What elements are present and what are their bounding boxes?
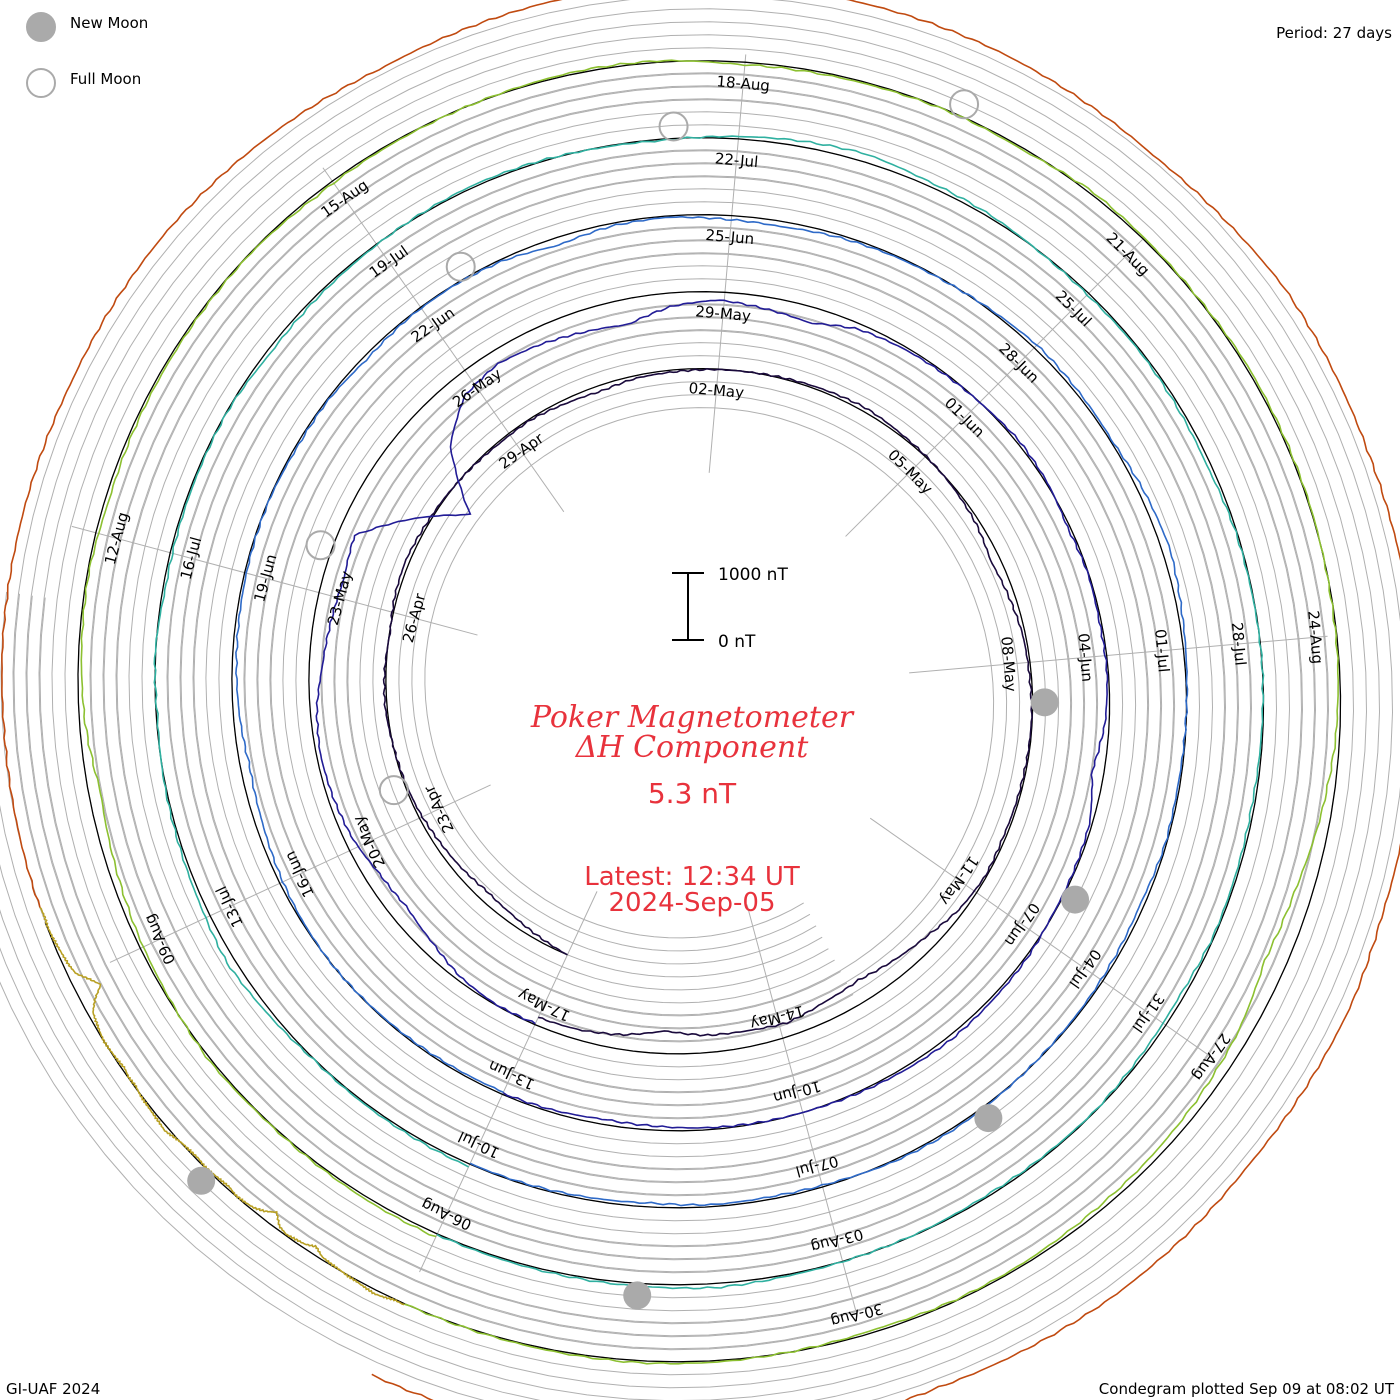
day-spoke [322, 167, 565, 513]
scale-bar: 1000 nT 0 nT [672, 565, 788, 652]
date-label: 04-Jun [1074, 632, 1096, 682]
date-label: 08-May [997, 636, 1020, 693]
day-spoke [845, 239, 1143, 537]
date-label: 22-Jul [714, 149, 759, 171]
date-label: 10-Jun [771, 1077, 823, 1107]
day-spoke [708, 54, 747, 473]
date-label: 22-Jun [408, 304, 458, 347]
date-label: 26-May [449, 365, 505, 412]
date-label: 02-May [688, 379, 745, 402]
date-label: 26-Apr [399, 591, 430, 645]
new-moon-marker [187, 1166, 216, 1195]
date-label: 01-Jul [1151, 628, 1173, 673]
trace-cycle-4 [153, 135, 1265, 1290]
date-label: 24-Aug [1304, 610, 1327, 665]
full-moon-legend-icon [26, 68, 56, 98]
new-moon-marker [1030, 688, 1059, 717]
date-label: 27-Aug [1189, 1030, 1234, 1084]
day-spoke [419, 891, 598, 1273]
date-label: 16-Jun [281, 848, 318, 900]
grid-spiral [0, 47, 1355, 1376]
date-label: 23-May [324, 569, 356, 627]
grid-spiral [0, 21, 1381, 1400]
date-label: 12-Aug [101, 510, 132, 566]
trace-cycle-2 [315, 299, 1109, 1129]
period-label: Period: 27 days [1276, 24, 1392, 42]
full-moon-marker [658, 111, 689, 142]
date-label: 11-May [936, 852, 983, 908]
date-label: 16-Jul [177, 535, 206, 582]
chart-subtitle: ΔH Component [575, 730, 809, 765]
chart-title: Poker Magnetometer [530, 700, 855, 735]
scale-bottom-label: 0 nT [718, 632, 756, 652]
latest-date: 2024-Sep-05 [608, 888, 775, 918]
full-moon-legend-label: Full Moon [70, 70, 142, 88]
latest-time: Latest: 12:34 UT [584, 862, 800, 892]
scale-top-label: 1000 nT [718, 565, 788, 585]
date-label: 15-Aug [318, 176, 372, 221]
day-spoke [71, 525, 478, 636]
day-spoke [909, 635, 1328, 674]
day-spoke [109, 784, 491, 963]
date-label: 25-Jun [705, 226, 755, 248]
date-label: 23-Apr [420, 782, 458, 836]
full-moon-marker [305, 530, 336, 561]
date-label: 28-Jul [1228, 622, 1250, 667]
moon-markers [187, 89, 1090, 1310]
date-label: 18-Aug [716, 72, 771, 95]
date-label: 19-Jun [250, 552, 280, 604]
trace-cycle-5 [80, 59, 1340, 1365]
new-moon-legend-icon [26, 12, 56, 42]
date-label: 03-Aug [809, 1225, 865, 1256]
full-moon-marker [445, 251, 476, 282]
current-value: 5.3 nT [648, 777, 737, 810]
date-label: 07-Jul [794, 1152, 841, 1181]
grid-spiral [39, 99, 1303, 1324]
new-moon-marker [623, 1281, 652, 1310]
day-spokes [71, 54, 1328, 1311]
credit-label: GI-UAF 2024 [6, 1380, 101, 1398]
day-spoke [869, 817, 1215, 1060]
grid-spiral [0, 8, 1394, 1400]
spiral-baseline [44, 60, 1342, 1363]
grid-spiral [26, 86, 1316, 1337]
grid-spiral [13, 73, 1329, 1350]
date-label: 29-Apr [496, 429, 548, 473]
date-label: 06-Aug [418, 1195, 474, 1234]
trace-cycle-1 [382, 367, 1034, 1037]
full-moon-marker [949, 89, 980, 120]
full-moon-marker [378, 775, 409, 806]
date-label: 04-Jul [1065, 946, 1105, 992]
trace-cycle-6 [39, 906, 405, 1306]
date-label: 29-May [695, 302, 752, 325]
new-moon-marker [1061, 885, 1090, 914]
date-label: 30-Aug [829, 1299, 885, 1330]
grid-spiral [0, 34, 1368, 1389]
new-moon-marker [974, 1104, 1003, 1133]
new-moon-legend-label: New Moon [70, 14, 149, 32]
plotted-timestamp: Condegram plotted Sep 09 at 08:02 UT [1098, 1380, 1394, 1398]
day-spoke [746, 904, 857, 1311]
date-label: 31-Jul [1128, 990, 1168, 1036]
baseline-spiral [44, 60, 1342, 1363]
